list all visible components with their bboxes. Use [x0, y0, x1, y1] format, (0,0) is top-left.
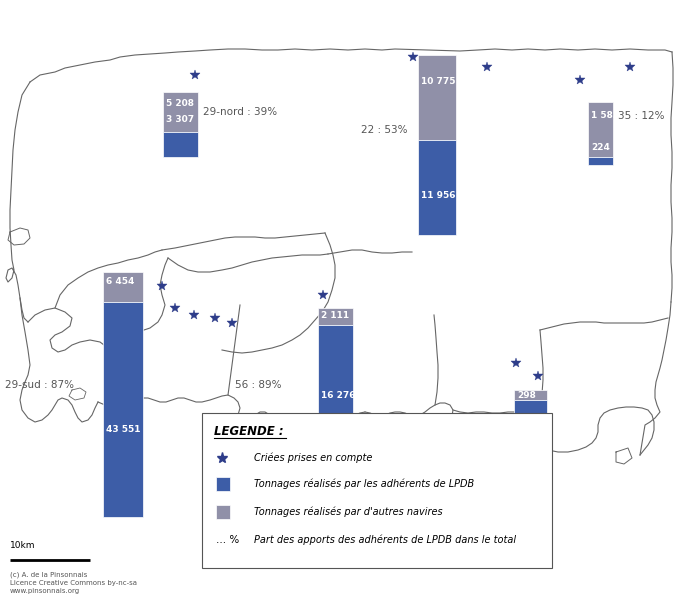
Bar — [163, 132, 198, 157]
Bar — [103, 302, 143, 517]
Text: 16 276: 16 276 — [321, 390, 356, 399]
Bar — [103, 272, 143, 302]
Text: 298: 298 — [517, 390, 536, 399]
Bar — [318, 308, 353, 325]
Text: 5 208: 5 208 — [166, 100, 194, 109]
Text: 22 : 53%: 22 : 53% — [361, 125, 407, 135]
Text: 10km: 10km — [10, 541, 35, 550]
Text: 29-nord : 39%: 29-nord : 39% — [203, 107, 277, 117]
Text: 1 583: 1 583 — [591, 112, 619, 121]
Text: Tonnages réalisés par d'autres navires: Tonnages réalisés par d'autres navires — [254, 507, 443, 517]
Bar — [216, 477, 230, 491]
Text: 224: 224 — [591, 143, 610, 152]
Bar — [216, 505, 230, 519]
Text: 2 111: 2 111 — [321, 312, 349, 321]
Text: ... %: ... % — [216, 535, 239, 545]
Bar — [514, 390, 547, 400]
Text: 3 307: 3 307 — [166, 115, 194, 125]
Text: 6 454: 6 454 — [106, 278, 135, 287]
Bar — [418, 55, 456, 140]
Bar — [418, 140, 456, 235]
Bar — [588, 102, 613, 157]
Bar — [514, 400, 547, 468]
Text: 44 : 96%: 44 : 96% — [458, 413, 505, 423]
Bar — [163, 92, 198, 132]
Text: Criées prises en compte: Criées prises en compte — [254, 453, 373, 463]
Text: (c) A. de la Pinsonnais
Licence Creative Commons by-nc-sa
www.pinsonnais.org: (c) A. de la Pinsonnais Licence Creative… — [10, 572, 137, 595]
Text: 11 956: 11 956 — [421, 190, 456, 199]
Bar — [588, 157, 613, 165]
Text: 35 : 12%: 35 : 12% — [618, 111, 664, 121]
Text: 29-sud : 87%: 29-sud : 87% — [5, 380, 74, 390]
Text: 56 : 89%: 56 : 89% — [235, 380, 282, 390]
Bar — [318, 325, 353, 455]
Text: Part des apports des adhérents de LPDB dans le total: Part des apports des adhérents de LPDB d… — [254, 535, 516, 545]
Text: LEGENDE :: LEGENDE : — [214, 425, 284, 438]
Bar — [202, 413, 552, 568]
Text: 43 551: 43 551 — [106, 426, 141, 435]
Text: Tonnages réalisés par les adhérents de LPDB: Tonnages réalisés par les adhérents de L… — [254, 479, 474, 490]
Text: 10 775: 10 775 — [421, 78, 456, 87]
Text: 7 330: 7 330 — [517, 426, 545, 435]
